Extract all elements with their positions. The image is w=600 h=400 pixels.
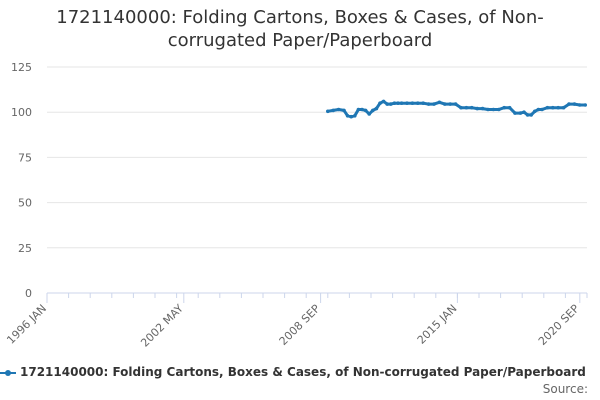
data-point[interactable] xyxy=(374,106,379,111)
data-point[interactable] xyxy=(405,101,409,105)
data-point[interactable] xyxy=(522,110,526,114)
legend-marker-icon xyxy=(0,368,16,378)
data-point[interactable] xyxy=(437,100,442,105)
data-point[interactable] xyxy=(396,101,400,105)
data-point[interactable] xyxy=(381,99,386,104)
data-point[interactable] xyxy=(525,113,530,117)
chart-title: 1721140000: Folding Cartons, Boxes & Cas… xyxy=(0,6,600,52)
data-point[interactable] xyxy=(578,103,582,107)
data-point[interactable] xyxy=(583,103,587,107)
x-tick-label: 1996 JAN xyxy=(4,302,49,347)
y-tick-label: 100 xyxy=(11,106,32,119)
chart-title-line-1: 1721140000: Folding Cartons, Boxes & Cas… xyxy=(56,7,544,28)
data-point[interactable] xyxy=(410,101,415,105)
data-point[interactable] xyxy=(426,102,431,106)
data-point[interactable] xyxy=(345,114,350,118)
x-tick-label: 2020 SEP xyxy=(536,302,582,348)
legend-label: 1721140000: Folding Cartons, Boxes & Cas… xyxy=(20,365,586,379)
y-tick-label: 50 xyxy=(18,197,32,210)
data-point[interactable] xyxy=(443,102,447,106)
data-point[interactable] xyxy=(421,101,426,105)
y-tick-label: 0 xyxy=(25,287,32,300)
data-point[interactable] xyxy=(363,108,368,113)
data-point[interactable] xyxy=(551,105,555,110)
data-point[interactable] xyxy=(536,107,541,112)
data-point[interactable] xyxy=(486,107,490,112)
data-point[interactable] xyxy=(561,105,566,110)
chart-title-line-2: corrugated Paper/Paperboard xyxy=(167,30,433,51)
data-point[interactable] xyxy=(459,105,463,110)
data-point[interactable] xyxy=(326,109,330,114)
y-tick-label: 25 xyxy=(18,242,32,255)
gridlines xyxy=(47,66,587,294)
data-point[interactable] xyxy=(356,107,361,112)
data-point[interactable] xyxy=(360,107,364,112)
data-point[interactable] xyxy=(470,105,474,110)
data-point[interactable] xyxy=(399,101,404,105)
data-point[interactable] xyxy=(529,113,533,117)
data-point[interactable] xyxy=(567,102,571,106)
y-tick-label: 75 xyxy=(18,151,32,164)
data-point[interactable] xyxy=(385,102,390,106)
series-group xyxy=(326,99,587,119)
data-point[interactable] xyxy=(453,102,458,106)
data-point[interactable] xyxy=(353,114,357,118)
data-point[interactable] xyxy=(507,105,512,110)
x-tick-label: 2002 MAY xyxy=(138,302,186,350)
y-tick-label: 125 xyxy=(11,61,32,74)
data-point[interactable] xyxy=(540,107,544,112)
data-point[interactable] xyxy=(502,105,507,110)
data-point[interactable] xyxy=(491,107,496,112)
data-point[interactable] xyxy=(392,101,397,105)
data-point[interactable] xyxy=(336,107,341,112)
x-axis: 1996 JAN 2002 MAY 2008 SEP 2015 JAN 2020 SEP xyxy=(4,292,588,350)
data-point[interactable] xyxy=(389,102,393,106)
data-point[interactable] xyxy=(572,102,577,106)
x-tick-label: 2008 SEP xyxy=(277,302,323,348)
data-point[interactable] xyxy=(378,101,382,105)
data-point[interactable] xyxy=(342,108,346,113)
data-point[interactable] xyxy=(448,102,453,106)
data-point[interactable] xyxy=(556,105,560,110)
data-point[interactable] xyxy=(518,111,523,115)
data-point[interactable] xyxy=(432,102,436,106)
data-point[interactable] xyxy=(367,112,372,116)
data-point[interactable] xyxy=(497,107,501,112)
data-point[interactable] xyxy=(545,105,550,110)
x-tick-label: 2015 JAN xyxy=(415,302,460,347)
data-point[interactable] xyxy=(349,114,354,119)
data-point[interactable] xyxy=(416,101,420,105)
legend[interactable]: 1721140000: Folding Cartons, Boxes & Cas… xyxy=(0,365,600,379)
data-point[interactable] xyxy=(371,108,375,113)
y-axis: 0 25 50 75 100 125 xyxy=(11,61,32,300)
data-point[interactable] xyxy=(475,106,480,111)
data-point[interactable] xyxy=(331,108,336,113)
source-credit: Source: xyxy=(542,382,588,396)
data-point[interactable] xyxy=(513,111,517,115)
data-point[interactable] xyxy=(533,109,537,114)
data-point[interactable] xyxy=(480,106,485,111)
data-point[interactable] xyxy=(464,105,469,110)
